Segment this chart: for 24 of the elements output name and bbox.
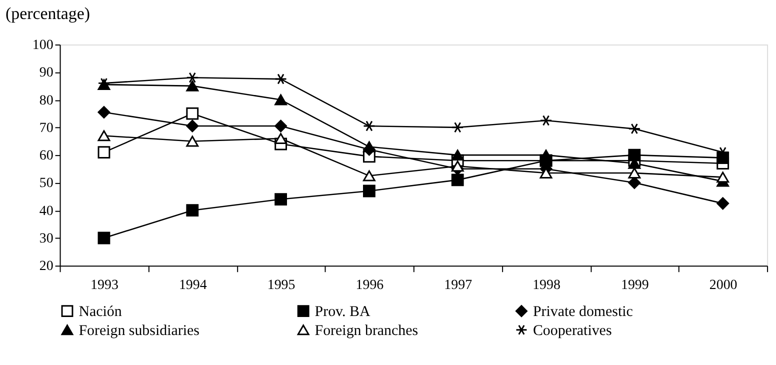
y-tick-label: 100 — [32, 38, 54, 53]
y-tick-label: 20 — [39, 259, 54, 274]
x-tick-label: 1996 — [356, 278, 384, 294]
y-tick-label: 60 — [39, 148, 54, 164]
x-tick-label: 1997 — [444, 278, 472, 294]
y-tick-label: 30 — [39, 231, 54, 246]
y-tick-label: 40 — [39, 204, 54, 219]
x-tick-label: 1994 — [178, 278, 207, 294]
legend-label: Prov. BA — [314, 304, 370, 320]
y-tick-label: 70 — [39, 120, 54, 136]
legend-label: Foreign branches — [314, 322, 418, 339]
legend-label: Nación — [78, 304, 122, 320]
y-tick-label: 90 — [39, 66, 54, 81]
legend-label: Private domestic — [532, 304, 634, 320]
y-axis-title: (percentage) — [5, 4, 90, 24]
x-tick-label: 1999 — [620, 278, 649, 294]
x-tick-label: 1993 — [90, 278, 118, 294]
legend-label: Cooperatives — [532, 322, 612, 339]
y-tick-label: 80 — [39, 93, 54, 108]
y-tick-label: 50 — [39, 176, 54, 192]
x-tick-label: 1995 — [267, 278, 296, 294]
x-tick-label: 2000 — [709, 278, 738, 294]
legend-label: Foreign subsidiaries — [78, 322, 200, 339]
x-tick-label: 1998 — [532, 278, 560, 294]
